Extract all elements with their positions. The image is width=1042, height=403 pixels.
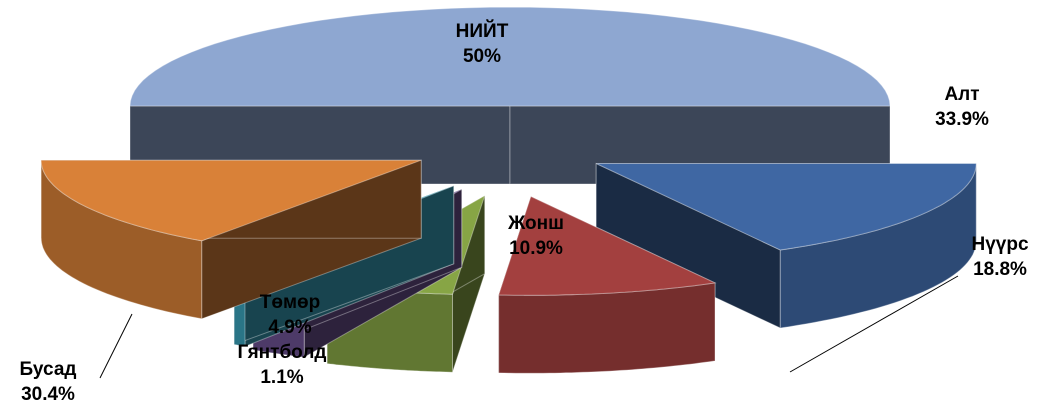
value-label: 30.4% xyxy=(21,384,75,403)
labels: НИЙТ 50% Алт 33.9% Нүүрс 18.8% Жонш 10.9% Төмөр 4… xyxy=(20,20,1029,403)
slice-top xyxy=(40,159,422,242)
slice-label: Төмөр xyxy=(260,292,320,313)
slice xyxy=(40,159,422,320)
slice xyxy=(498,195,717,374)
slice-label: НИЙТ xyxy=(456,20,509,42)
value-label: 33.9% xyxy=(935,109,989,130)
slice-label: Бусад xyxy=(20,359,77,380)
slice-top xyxy=(595,163,977,251)
value-label: 1.1% xyxy=(260,367,303,388)
value-label: 18.8% xyxy=(973,259,1027,280)
slice xyxy=(129,6,891,185)
slice-label: Жонш xyxy=(507,213,564,234)
slice-label: Гянтболд xyxy=(238,342,327,363)
slice-wall xyxy=(498,282,716,374)
value-label: 4.9% xyxy=(268,317,311,338)
slice-top xyxy=(498,195,717,296)
value-label: 10.9% xyxy=(509,238,563,259)
slice-top xyxy=(129,6,891,107)
pie xyxy=(40,6,977,374)
leader-line xyxy=(789,275,959,373)
slice-label: Нүүрс xyxy=(971,234,1028,255)
slice-label: Алт xyxy=(944,84,979,105)
slice xyxy=(595,162,977,329)
leader-line xyxy=(99,313,133,379)
value-label: 50% xyxy=(463,46,501,67)
